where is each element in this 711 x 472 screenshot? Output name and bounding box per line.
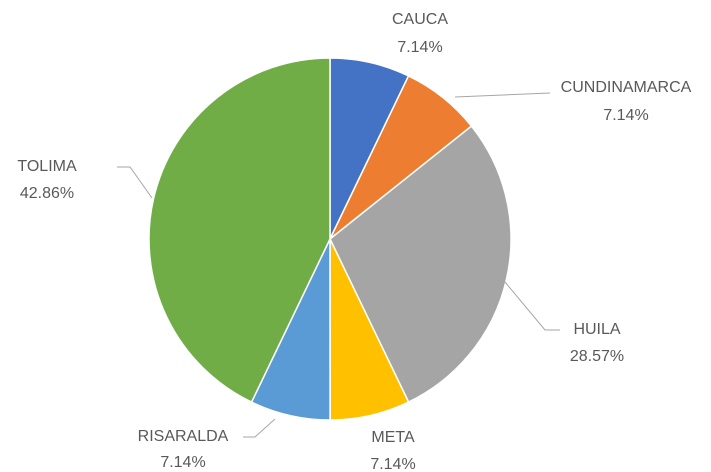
pie-slice (329, 125, 512, 404)
pie-slice (148, 57, 331, 404)
value-label: 7.14% (397, 39, 442, 56)
leader-line (504, 281, 560, 331)
leader-line (243, 418, 276, 438)
leader-line (454, 92, 551, 98)
value-label: 7.14% (370, 456, 415, 472)
value-label: 28.57% (570, 348, 624, 365)
value-label: 7.14% (603, 107, 648, 124)
value-label: 7.14% (160, 454, 205, 471)
slice-label: RISARALDA (138, 428, 229, 445)
slice-label: CAUCA (392, 11, 448, 28)
slice-label: HUILA (573, 321, 620, 338)
leader-line (117, 166, 153, 199)
slice-label: META (371, 429, 415, 446)
slice-label: CUNDINAMARCA (561, 79, 692, 96)
value-label: 42.86% (20, 185, 74, 202)
slice-label: TOLIMA (17, 158, 77, 175)
